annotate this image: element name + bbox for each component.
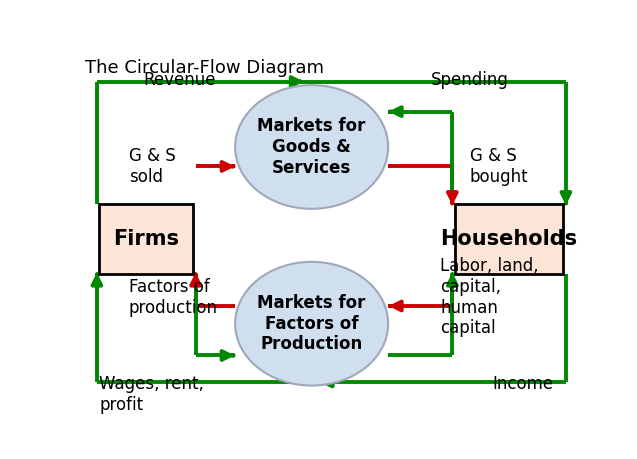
Text: Income: Income xyxy=(492,375,554,393)
Ellipse shape xyxy=(235,262,388,386)
Text: G & S
sold: G & S sold xyxy=(129,147,176,186)
Text: Revenue: Revenue xyxy=(144,71,217,89)
Text: Households: Households xyxy=(441,229,578,249)
Text: Markets for
Goods &
Services: Markets for Goods & Services xyxy=(257,117,366,177)
FancyBboxPatch shape xyxy=(455,203,564,274)
Text: Firms: Firms xyxy=(113,229,179,249)
Text: Factors of
production: Factors of production xyxy=(129,278,218,317)
Ellipse shape xyxy=(235,85,388,209)
Text: Spending: Spending xyxy=(431,71,509,89)
FancyBboxPatch shape xyxy=(99,203,193,274)
Text: The Circular-Flow Diagram: The Circular-Flow Diagram xyxy=(85,59,324,77)
Text: Wages, rent,
profit: Wages, rent, profit xyxy=(99,375,204,414)
Text: Labor, land,
capital,
human
capital: Labor, land, capital, human capital xyxy=(440,257,539,337)
Text: Markets for
Factors of
Production: Markets for Factors of Production xyxy=(257,294,366,353)
Text: G & S
bought: G & S bought xyxy=(469,147,528,186)
